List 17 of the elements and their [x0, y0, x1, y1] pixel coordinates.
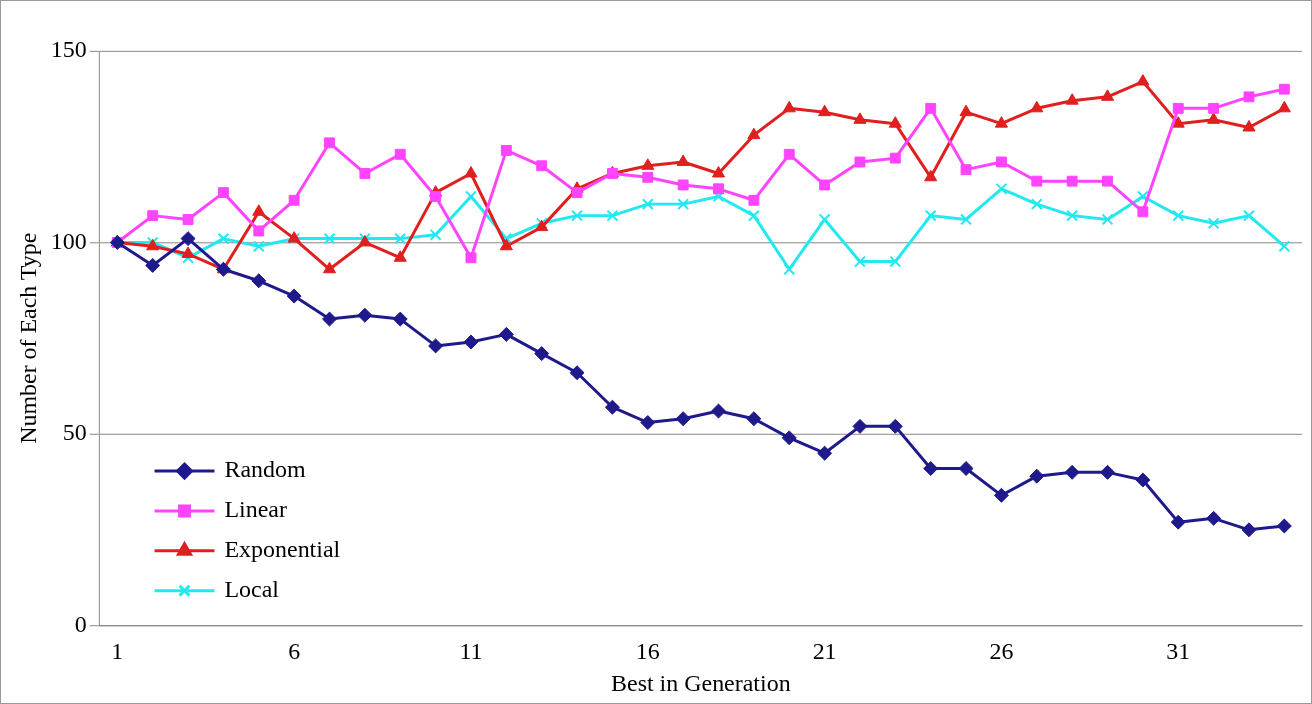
x-tick-label: 26: [989, 638, 1014, 665]
x-tick-label: 1: [111, 638, 124, 665]
x-tick-label: 16: [635, 638, 660, 665]
x-tick-label: 21: [812, 638, 837, 665]
legend-label: Exponential: [224, 536, 341, 563]
y-tick-label: 50: [62, 419, 87, 446]
y-tick-label: 150: [50, 36, 87, 63]
y-tick-label: 0: [74, 610, 87, 637]
legend-label: Local: [224, 576, 280, 602]
y-axis-title: Number of Each Type: [14, 232, 41, 444]
x-tick-label: 11: [459, 638, 483, 665]
x-tick-label: 6: [288, 638, 301, 665]
x-axis-title: Best in Generation: [611, 669, 791, 696]
x-tick-label: 31: [1166, 638, 1191, 665]
y-tick-label: 100: [50, 227, 87, 254]
legend-label: Linear: [224, 496, 287, 523]
legend-label: Random: [224, 456, 307, 483]
